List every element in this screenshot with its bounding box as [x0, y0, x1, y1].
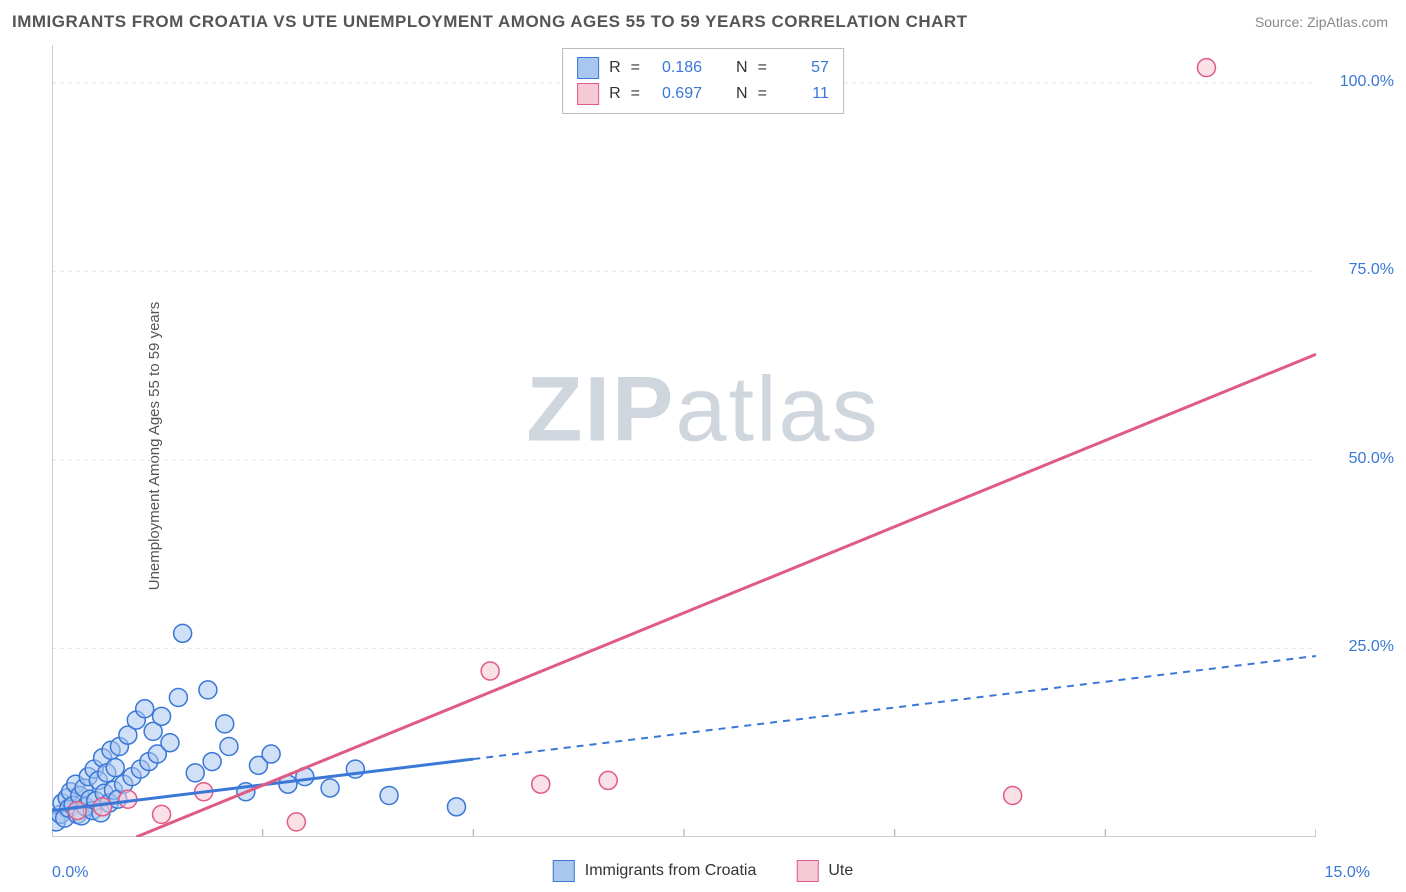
chart-title: IMMIGRANTS FROM CROATIA VS UTE UNEMPLOYM… — [12, 12, 968, 32]
legend-row-1: R = 0.186 N = 57 — [577, 55, 829, 81]
legend-r-label-1: R — [609, 59, 621, 77]
scatter-plot — [52, 45, 1316, 837]
y-tick-100: 100.0% — [1340, 73, 1394, 91]
series-swatch-blue — [553, 860, 575, 882]
series-legend-item-1: Immigrants from Croatia — [553, 860, 757, 882]
legend-row-2: R = 0.697 N = 11 — [577, 81, 829, 107]
legend-swatch-blue — [577, 57, 599, 79]
legend-swatch-pink — [577, 83, 599, 105]
legend-r-value-1: 0.186 — [650, 59, 702, 77]
series-name-1: Immigrants from Croatia — [585, 862, 757, 880]
source-label: Source: ZipAtlas.com — [1255, 14, 1388, 30]
legend-n-value-1: 57 — [777, 59, 829, 77]
y-tick-25: 25.0% — [1349, 638, 1394, 656]
y-tick-50: 50.0% — [1349, 450, 1394, 468]
series-legend-item-2: Ute — [796, 860, 853, 882]
y-tick-75: 75.0% — [1349, 261, 1394, 279]
series-swatch-pink — [796, 860, 818, 882]
legend-r-value-2: 0.697 — [650, 85, 702, 103]
correlation-legend: R = 0.186 N = 57 R = 0.697 N = 11 — [562, 48, 844, 114]
legend-n-label-2: N — [736, 85, 748, 103]
x-axis-min-label: 0.0% — [52, 864, 88, 882]
legend-n-label-1: N — [736, 59, 748, 77]
series-legend: Immigrants from Croatia Ute — [553, 860, 854, 882]
legend-r-label-2: R — [609, 85, 621, 103]
legend-n-value-2: 11 — [777, 85, 829, 103]
series-name-2: Ute — [828, 862, 853, 880]
x-axis-max-label: 15.0% — [1325, 864, 1370, 882]
